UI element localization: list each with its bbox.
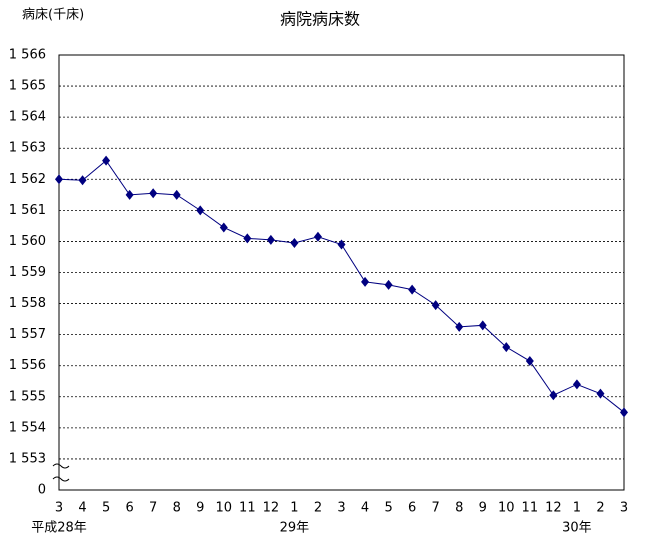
x-tick-label: 2 [596, 501, 604, 516]
data-point [502, 342, 511, 353]
x-tick-label: 6 [408, 501, 416, 516]
y-tick-label: 1 558 [9, 296, 46, 311]
data-point [125, 189, 134, 200]
x-tick-label: 6 [125, 501, 133, 516]
data-point [149, 188, 158, 199]
x-tick-label: 12 [545, 501, 562, 516]
x-tick-label: 5 [384, 501, 392, 516]
y-tick-label: 1 564 [9, 110, 46, 125]
data-point [172, 189, 181, 200]
data-point [196, 205, 205, 216]
x-tick-label: 1 [573, 501, 581, 516]
x-tick-label: 9 [196, 501, 204, 516]
data-point [102, 155, 111, 166]
y-tick-label: 1 566 [9, 48, 46, 63]
y-tick-label: 1 560 [9, 234, 46, 249]
data-point [572, 379, 581, 390]
x-tick-label: 3 [337, 501, 345, 516]
y-tick-label: 1 554 [9, 420, 46, 435]
chart-title: 病院病床数 [280, 10, 360, 29]
axis-break [52, 463, 70, 482]
x-tick-label: 4 [361, 501, 369, 516]
x-group-label: 平成28年 [31, 521, 87, 536]
data-point [313, 231, 322, 242]
x-tick-label: 3 [620, 501, 628, 516]
data-point [478, 320, 487, 331]
y-tick-label: 1 555 [9, 389, 46, 404]
x-tick-label: 7 [149, 501, 157, 516]
x-tick-label: 1 [290, 501, 298, 516]
x-group-label: 30年 [562, 521, 592, 536]
data-point [361, 276, 370, 287]
x-tick-label: 4 [78, 501, 86, 516]
data-point [337, 239, 346, 250]
x-tick-label: 10 [216, 501, 233, 516]
x-tick-label: 11 [522, 501, 539, 516]
y-tick-label: 1 563 [9, 141, 46, 156]
data-point [55, 174, 63, 185]
series-line [58, 159, 625, 413]
data-point [384, 279, 393, 290]
x-tick-label: 3 [55, 501, 63, 516]
data-point [620, 407, 628, 418]
data-point [455, 321, 464, 332]
data-point [431, 300, 440, 311]
y-tick-label: 1 559 [9, 265, 46, 280]
y-tick-label: 1 562 [9, 172, 46, 187]
x-group-label: 29年 [280, 521, 310, 536]
x-tick-label: 9 [479, 501, 487, 516]
data-point [408, 284, 417, 295]
data-point [243, 233, 252, 244]
x-tick-label: 10 [498, 501, 515, 516]
data-point [525, 356, 534, 367]
data-point [219, 222, 228, 233]
data-point [266, 234, 275, 245]
data-point [596, 388, 605, 399]
x-tick-label: 11 [239, 501, 256, 516]
data-point [290, 237, 299, 248]
x-tick-label: 8 [455, 501, 463, 516]
x-tick-label: 5 [102, 501, 110, 516]
x-tick-label: 12 [263, 501, 280, 516]
axis-break-label: 0 [38, 483, 46, 498]
y-tick-label: 1 556 [9, 358, 46, 373]
x-tick-label: 8 [173, 501, 181, 516]
y-tick-label: 1 557 [9, 327, 46, 342]
y-axis-label: 病床(千床) [22, 8, 84, 23]
data-point [549, 390, 558, 401]
y-tick-label: 1 565 [9, 79, 46, 94]
x-tick-label: 2 [314, 501, 322, 516]
y-tick-label: 1 553 [9, 451, 46, 466]
x-tick-label: 7 [432, 501, 440, 516]
y-tick-label: 1 561 [9, 203, 46, 218]
data-point [78, 175, 87, 186]
